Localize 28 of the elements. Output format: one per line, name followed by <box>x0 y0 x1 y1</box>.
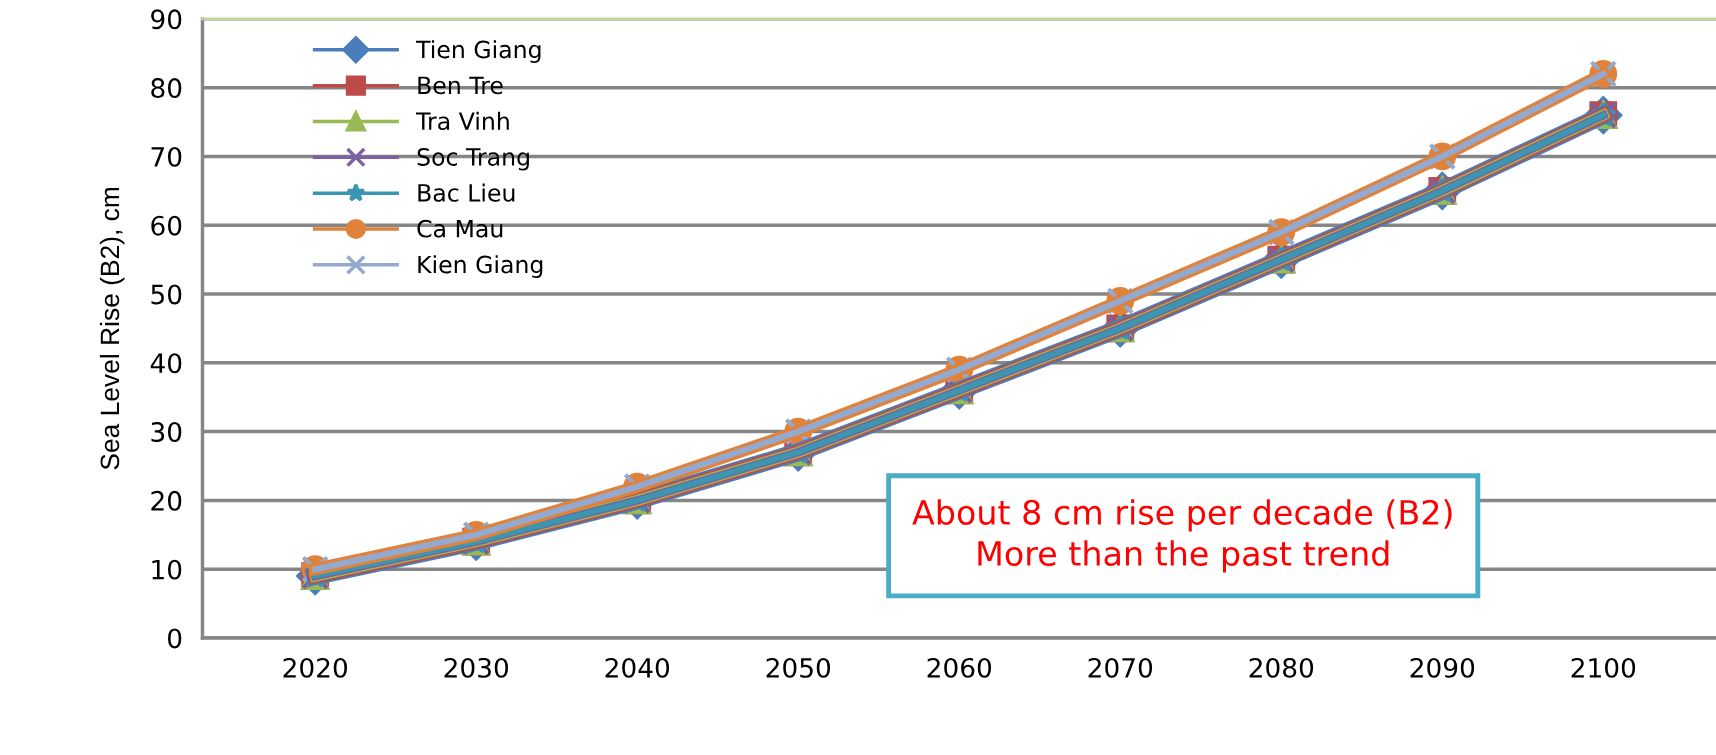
y-tick-label: 40 <box>150 353 182 374</box>
x-tick-label: 2080 <box>1249 657 1314 678</box>
y-tick-label: 0 <box>167 628 182 649</box>
annotation: About 8 cm rise per decade (B2) More than the past trend <box>912 499 1452 573</box>
x-tick-label: 2030 <box>444 657 509 678</box>
legend-label: Soc Trang <box>417 148 529 171</box>
y-tick-label: 70 <box>151 146 182 167</box>
x-tick-label: 2020 <box>283 657 348 678</box>
x-tick-label: 2040 <box>605 657 670 678</box>
y-tick-label: 50 <box>151 284 182 305</box>
x-tick-label: 2100 <box>1571 657 1636 678</box>
x-tick-label: 2050 <box>766 657 831 678</box>
y-tick-label: 30 <box>151 422 182 443</box>
legend-label: Tra Vinh <box>416 111 509 131</box>
legend-label: Kien Giang <box>418 255 543 278</box>
x-tick-label: 2060 <box>927 657 992 678</box>
y-tick-label: 10 <box>152 559 182 580</box>
legend-label: Bac Lieu <box>418 183 515 202</box>
legend-label: Ben Tre <box>418 76 503 95</box>
y-tick-label: 80 <box>151 78 182 99</box>
x-tick-label: 2070 <box>1088 657 1153 678</box>
x-tick-label: 2090 <box>1410 657 1475 678</box>
y-tick-label: 90 <box>151 9 182 30</box>
y-tick-label: 60 <box>151 215 182 236</box>
y-axis-title: Sea Level Rise (B2), cm <box>99 187 125 470</box>
y-tick-label: 20 <box>151 490 182 511</box>
legend-label: Ca Mau <box>417 219 503 238</box>
legend-label: Tien Giang <box>416 40 541 63</box>
